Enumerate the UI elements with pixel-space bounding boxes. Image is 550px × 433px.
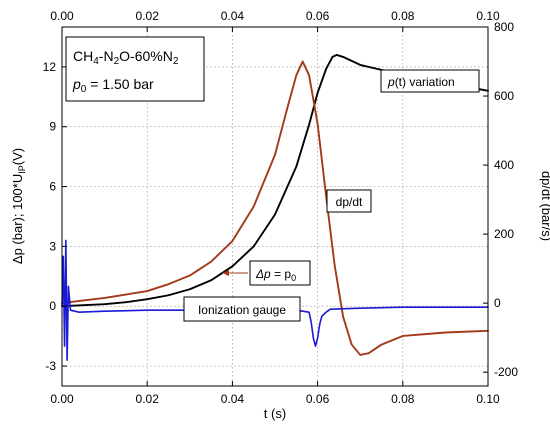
y-axis-right-label: dp/dt (bar/s): [539, 171, 550, 241]
x-tick-label-top: 0.08: [391, 9, 415, 23]
legend-mixture-sub1: 4: [93, 56, 99, 67]
x-tick-label-bottom: 0.02: [136, 392, 160, 406]
annotation-pressure: p(t) variation: [380, 69, 480, 93]
x-tick-label-top: 0.02: [136, 9, 160, 23]
y-right-tick-label: 0: [494, 296, 501, 310]
y-right-tick-label: 400: [494, 158, 514, 172]
annotation-delta-p: Δp = p0: [222, 260, 311, 286]
plot-frame: [61, 26, 489, 387]
y-left-tick-label: 9: [49, 120, 56, 134]
annotation-ionization-box: [183, 296, 301, 322]
legend-p-value: = 1.50 bar: [86, 76, 154, 92]
annotation-ionization-text: Ionization gauge: [198, 303, 286, 317]
annotation-pressure-rest: (t) variation: [395, 75, 455, 89]
annotation-pressure-p: p: [387, 75, 395, 89]
legend-mixture: CH4-N2O-60%N2: [73, 48, 179, 67]
y-right-tick-label: 200: [494, 227, 514, 241]
annotation-delta-p-text: Δp = p0: [255, 267, 296, 283]
annotation-delta-p-lhs: Δp: [255, 267, 271, 281]
legend-p-symbol: p: [72, 76, 81, 92]
annotation-delta-p-eq: = p: [271, 267, 292, 281]
x-tick-label-bottom: 0.06: [306, 392, 330, 406]
x-axis-label: t (s): [264, 406, 286, 421]
x-tick-label-top: 0.00: [50, 9, 74, 23]
annotation-ionization: Ionization gauge: [183, 296, 301, 322]
annotation-pressure-box: [380, 69, 480, 93]
x-tick-label-bottom: 0.04: [221, 392, 245, 406]
series-line-dpdt: [61, 60, 489, 356]
x-tick-label-bottom: 0.08: [391, 392, 415, 406]
annotation-dpdt-text: dp/dt: [336, 195, 363, 209]
y-right-tick-label: 600: [494, 89, 514, 103]
annotation-delta-p-arrowhead: [222, 270, 229, 276]
legend-box-frame: [65, 36, 205, 102]
x-tick-label-top: 0.06: [306, 9, 330, 23]
x-tick-label-top: 0.04: [221, 9, 245, 23]
legend-p-sub: 0: [81, 84, 87, 95]
tick-layer: 0.00 0.00 0.02 0.02 0.04 0.04 0.06 0.06 0.08 0.08…: [43, 9, 519, 406]
annotation-delta-p-box: [249, 260, 311, 286]
y-right-tick-label: -200: [494, 365, 518, 379]
y-left-tick-label: 12: [43, 60, 57, 74]
annotation-dpdt: dp/dt: [326, 189, 372, 213]
legend-mixture-sub2: 2: [114, 56, 120, 67]
annotation-delta-p-sub: 0: [291, 273, 296, 283]
legend-initial-pressure: p0 = 1.50 bar: [72, 76, 154, 95]
y-axis-left-label-main: Δp (bar); 100*U: [10, 174, 25, 264]
annotation-pressure-text: p(t) variation: [387, 75, 455, 89]
y-left-tick-label: 6: [49, 180, 56, 194]
legend-box: CH4-N2O-60%N2 p0 = 1.50 bar: [65, 36, 205, 102]
y-left-tick-label: 3: [49, 239, 56, 253]
y-axis-left-label-unit: (V): [10, 148, 25, 165]
y-left-tick-label: -3: [45, 359, 56, 373]
legend-mixture-part3: O-60%N: [119, 48, 173, 64]
y-right-tick-label: 800: [494, 20, 514, 34]
annotation-dpdt-box: [326, 189, 372, 213]
y-axis-left-label: Δp (bar); 100*UIP(V): [10, 148, 27, 264]
x-tick-label-bottom: 0.00: [50, 392, 74, 406]
y-axis-left-label-sub: IP: [17, 165, 27, 174]
y-left-tick-label: 0: [49, 299, 56, 313]
x-tick-label-bottom: 0.10: [476, 392, 500, 406]
legend-mixture-part1: CH: [73, 48, 93, 64]
x-tick-label-top: 0.10: [476, 9, 500, 23]
legend-mixture-part2: -N: [99, 48, 114, 64]
legend-mixture-sub3: 2: [173, 56, 179, 67]
